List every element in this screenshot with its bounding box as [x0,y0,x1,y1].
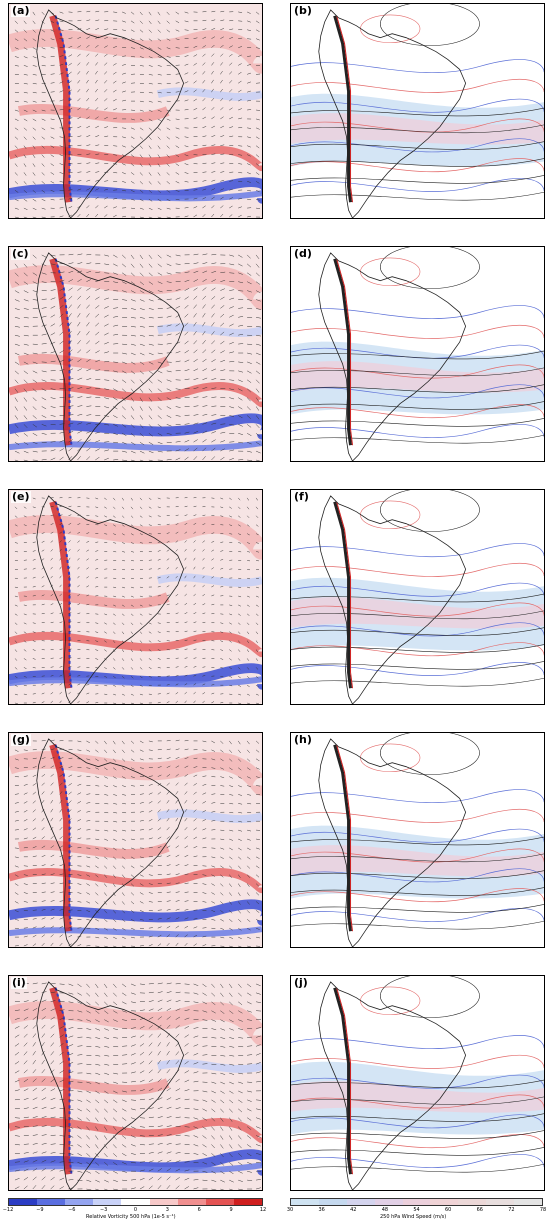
vorticity-colorbar-segment [233,1199,262,1205]
wind-colorbar-tick: 36 [318,1207,325,1213]
vorticity-colorbar-tick: −12 [2,1207,14,1213]
map-panel-j: (j) [290,975,545,1191]
wind-colorbar-segment [318,1199,347,1205]
panel-label-a: (a) [11,4,31,17]
map-panel-i: (i) [8,975,263,1191]
vorticity-colorbar-segment [121,1199,150,1205]
wind-colorbar-segment [402,1199,431,1205]
wind-colorbar-tick: 48 [381,1207,389,1213]
wind-map-j [291,976,544,1190]
vorticity-colorbar-segment [93,1199,122,1205]
wind-colorbar-segment [346,1199,375,1205]
vorticity-colorbar-tick: 0 [133,1207,138,1213]
wind-colorbar-tick: 66 [476,1207,483,1213]
wind-colorbar-segment [514,1199,542,1205]
panel-label-f: (f) [293,490,310,503]
wind-colorbar-ticks: 30 36 42 48 54 60 66 72 78 [286,1207,547,1217]
vorticity-colorbar-segment [149,1199,178,1205]
vorticity-colorbar-tick: 9 [229,1207,233,1213]
vorticity-map-a [9,4,262,218]
vorticity-colorbar-tick: −3 [99,1207,108,1213]
vorticity-colorbar-segment [9,1199,38,1205]
map-panel-d: (d) [290,246,545,462]
wind-colorbar-tick: 42 [350,1207,357,1213]
vorticity-map-e [9,490,262,704]
vorticity-colorbar-tick: 3 [165,1207,169,1213]
vorticity-map-c [9,247,262,461]
panel-label-h: (h) [293,733,313,746]
panel-label-e: (e) [11,490,31,503]
vorticity-colorbar-tick: 6 [197,1207,201,1213]
map-panel-g: (g) [8,732,263,948]
wind-colorbar-label: 250 hPa Wind Speed (m/s) [380,1214,447,1220]
map-panel-b: (b) [290,3,545,219]
map-panel-h: (h) [290,732,545,948]
panel-label-j: (j) [293,976,309,989]
vorticity-colorbar-segment [37,1199,66,1205]
wind-map-d [291,247,544,461]
wind-colorbar-tick: 60 [444,1207,452,1213]
wind-colorbar-segment [458,1199,487,1205]
wind-colorbar-tick: 78 [539,1207,547,1213]
vorticity-colorbar-tick: −6 [68,1207,76,1213]
wind-colorbar-segment [430,1199,459,1205]
wind-colorbar-segment [374,1199,403,1205]
panel-label-d: (d) [293,247,313,260]
wind-map-b [291,4,544,218]
panel-label-i: (i) [11,976,27,989]
panel-label-g: (g) [11,733,31,746]
vorticity-colorbar-ticks: −12 −9 −6 −3 0 3 6 9 12 [3,1207,267,1217]
wind-colorbar-segment [486,1199,515,1205]
map-panel-c: (c) [8,246,263,462]
vorticity-colorbar-label: Relative Vorticity 500 hPa (1e-5 s⁻¹) [86,1214,176,1220]
wind-colorbar-segment [291,1199,319,1205]
vorticity-colorbar-segment [177,1199,206,1205]
map-panel-a: (a) [8,3,263,219]
vorticity-colorbar-tick: −9 [36,1207,44,1213]
vorticity-colorbar [8,1198,263,1206]
wind-colorbar-tick: 54 [413,1207,420,1213]
vorticity-colorbar-tick: 12 [259,1207,267,1213]
map-panel-e: (e) [8,489,263,705]
map-panel-f: (f) [290,489,545,705]
vorticity-map-i [9,976,262,1190]
wind-colorbar-tick: 30 [286,1207,294,1213]
panel-label-b: (b) [293,4,313,17]
panel-label-c: (c) [11,247,30,260]
vorticity-map-g [9,733,262,947]
wind-colorbar [290,1198,543,1206]
vorticity-colorbar-segment [205,1199,234,1205]
wind-map-f [291,490,544,704]
wind-map-h [291,733,544,947]
vorticity-colorbar-segment [65,1199,94,1205]
wind-colorbar-tick: 72 [508,1207,515,1213]
